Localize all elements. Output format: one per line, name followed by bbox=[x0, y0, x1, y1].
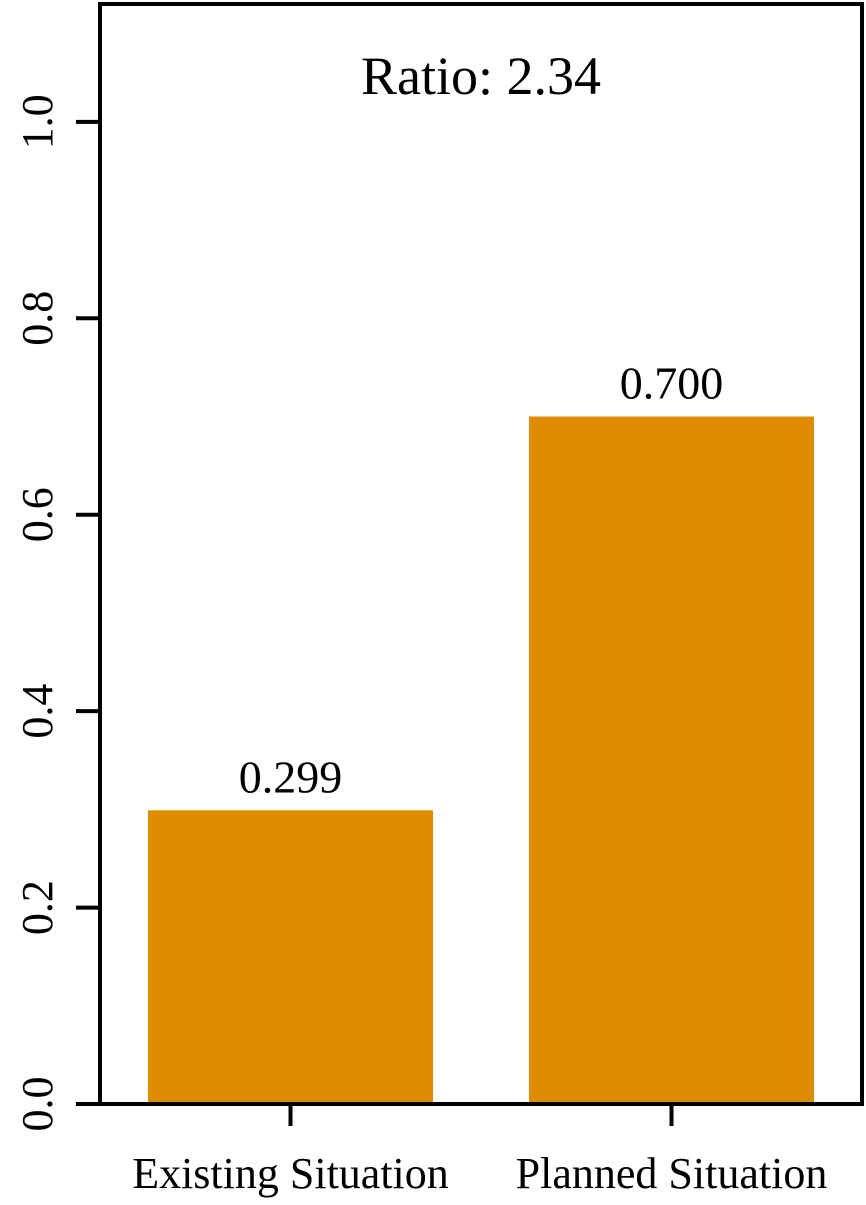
y-tick-label: 1.0 bbox=[13, 94, 62, 149]
bars-group bbox=[148, 416, 814, 1104]
y-tick-label: 0.4 bbox=[13, 684, 62, 739]
bar-value-label: 0.299 bbox=[239, 751, 343, 802]
y-tick-label: 0.2 bbox=[13, 880, 62, 935]
bar bbox=[148, 810, 433, 1104]
y-tick-label: 0.6 bbox=[13, 487, 62, 542]
bar-value-labels: 0.299 0.700 bbox=[239, 358, 724, 803]
x-tick-label: Existing Situation bbox=[132, 1149, 449, 1198]
ratio-annotation: Ratio: 2.34 bbox=[361, 46, 601, 106]
y-tick-label: 0.8 bbox=[13, 291, 62, 346]
bar bbox=[529, 416, 814, 1104]
bar-value-label: 0.700 bbox=[620, 358, 724, 409]
y-tick-label: 0.0 bbox=[13, 1077, 62, 1132]
y-axis: 0.0 0.2 0.4 0.6 0.8 1.0 bbox=[13, 94, 100, 1132]
plot-frame bbox=[98, 2, 864, 1106]
x-axis: Existing Situation Planned Situation bbox=[132, 1104, 827, 1198]
x-tick-label: Planned Situation bbox=[516, 1149, 828, 1198]
